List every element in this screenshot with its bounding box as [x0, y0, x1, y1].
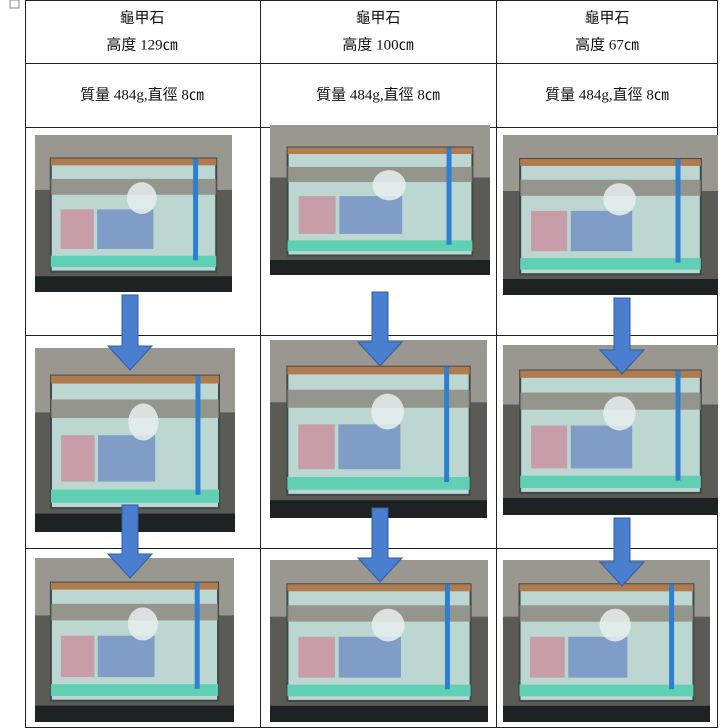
down-arrow	[598, 297, 646, 375]
down-arrow	[356, 507, 404, 583]
splash	[371, 393, 405, 430]
panel-pink	[298, 196, 336, 234]
sand	[287, 476, 470, 490]
photo-base	[270, 705, 488, 722]
panel-pink	[61, 435, 95, 482]
blue-strip	[675, 370, 681, 481]
photos	[35, 125, 718, 722]
photo-base	[503, 498, 718, 515]
down-arrow	[598, 517, 646, 587]
photo	[35, 558, 234, 722]
panel-pink	[531, 210, 568, 252]
material-label: 龜甲石	[119, 9, 164, 26]
spec-label: 質量 484g,直徑 8㎝	[316, 85, 440, 103]
panel-blue	[97, 209, 154, 249]
panel-pink	[298, 636, 336, 678]
photo-base	[35, 276, 232, 292]
down-arrow	[106, 294, 154, 371]
splash	[372, 170, 406, 201]
height-label: 高度 67㎝	[575, 36, 639, 53]
sand	[51, 489, 219, 503]
tank-rail	[50, 582, 219, 590]
photo-base	[35, 705, 234, 722]
panel-blue	[338, 424, 401, 470]
spec-label: 質量 484g,直徑 8㎝	[545, 85, 669, 103]
tank-rail	[287, 366, 470, 375]
photo	[503, 560, 710, 722]
splash	[603, 183, 636, 216]
panel-blue	[98, 435, 156, 482]
splash	[126, 182, 157, 214]
photo	[503, 345, 718, 515]
blue-strip	[675, 159, 681, 263]
sand	[50, 684, 219, 696]
arrows	[106, 291, 646, 587]
blue-strip	[444, 584, 450, 690]
down-arrow	[106, 504, 154, 579]
table-handle[interactable]	[9, 0, 20, 9]
sand	[520, 475, 701, 489]
panel-blue	[570, 210, 633, 252]
blue-strip	[194, 582, 200, 689]
blue-strip	[195, 375, 201, 495]
splash	[127, 607, 158, 641]
splash	[128, 403, 159, 441]
blue-strip	[669, 584, 675, 690]
tank-rail	[50, 158, 217, 166]
panel-pink	[531, 425, 568, 469]
panel-pink	[60, 209, 94, 249]
spec-label: 質量 484g,直徑 8㎝	[80, 85, 204, 103]
photo-base	[270, 260, 490, 275]
photo	[270, 340, 487, 518]
material-label: 龜甲石	[584, 9, 629, 26]
panel-blue	[568, 636, 628, 678]
tank-rail	[51, 375, 219, 384]
panel-blue	[339, 196, 403, 234]
photo-base	[503, 279, 718, 295]
blue-strip	[444, 366, 450, 483]
material-label: 龜甲石	[355, 9, 400, 26]
splash	[599, 608, 631, 642]
photo-base	[503, 705, 710, 722]
panel-pink	[298, 424, 335, 470]
photo	[503, 135, 718, 295]
down-arrow	[356, 291, 404, 367]
splash	[603, 396, 636, 431]
blue-strip	[446, 147, 452, 245]
height-label: 高度 129㎝	[106, 36, 177, 53]
photo	[35, 348, 235, 532]
blue-strip	[193, 158, 199, 261]
panel-blue	[97, 635, 155, 678]
photo	[35, 135, 232, 292]
panel-blue	[570, 425, 633, 469]
tank-rail	[520, 159, 701, 166]
sand	[520, 258, 701, 270]
panel-blue	[338, 636, 401, 678]
tank-rail	[519, 584, 694, 592]
photo	[270, 125, 490, 275]
sand	[287, 240, 473, 252]
splash	[371, 608, 405, 642]
sand	[50, 255, 217, 268]
panel-pink	[529, 636, 565, 678]
panel-pink	[60, 635, 95, 678]
tank-rail	[520, 370, 701, 378]
sand	[287, 684, 471, 697]
photo	[270, 560, 488, 722]
height-label: 高度 100㎝	[342, 36, 413, 53]
sand	[519, 684, 694, 697]
tank-rail	[287, 147, 473, 154]
tank-rail	[287, 584, 471, 592]
